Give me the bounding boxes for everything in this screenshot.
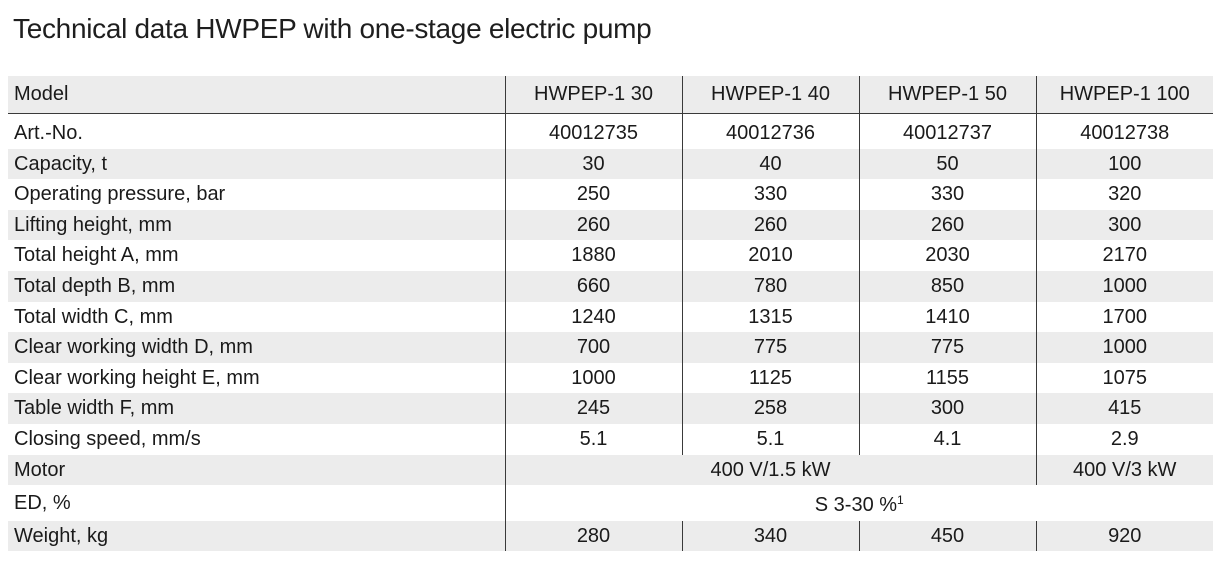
row-label: Total height A, mm: [8, 240, 506, 271]
cell-value: 700: [505, 332, 682, 363]
ed-value: S 3-30 %: [814, 494, 898, 517]
cell-value: 100: [1035, 148, 1213, 180]
header-model-label: Model: [8, 76, 505, 114]
table-row: Operating pressure, bar 250 330 330 320: [8, 179, 1213, 210]
cell-value: 920: [1035, 520, 1213, 552]
cell-value: 260: [505, 209, 682, 241]
table-row: Table width F, mm 245 258 300 415: [8, 393, 1213, 424]
cell-value: 320: [1035, 179, 1213, 210]
page-title: Technical data HWPEP with one-stage elec…: [13, 13, 652, 44]
cell-value: 2170: [1035, 240, 1213, 271]
cell-value: 300: [1035, 209, 1213, 241]
row-label: Lifting height, mm: [8, 209, 506, 241]
cell-value: 40012735: [549, 122, 638, 144]
row-label: Operating pressure, bar: [8, 179, 506, 210]
cell-value: 40012738: [1035, 113, 1213, 149]
cell-value: 5.1: [579, 427, 608, 450]
table-row: Total width C, mm 1240 1315 1410 1700: [8, 301, 1213, 333]
table-header: Model HWPEP-1 30 HWPEP-1 40 HWPEP-1 50 H…: [8, 76, 1213, 114]
cell-value: 250: [576, 183, 611, 206]
motor-value-models-1-3: 400 V/1.5 kW: [505, 454, 1036, 486]
header-model-2: HWPEP-1 40: [681, 76, 859, 114]
cell-value: 1880: [571, 244, 616, 267]
cell-value: 2.9: [1035, 423, 1213, 455]
cell-value: 775: [681, 332, 859, 363]
cell-value: 245: [505, 393, 682, 424]
table-row: Total height A, mm 1880 2010 2030 2170: [8, 240, 1213, 271]
cell-value: 1075: [1035, 362, 1213, 394]
cell-value: 850: [858, 270, 1036, 302]
ed-value-cell: S 3-30 %1: [505, 485, 1213, 521]
row-label: Table width F, mm: [8, 393, 506, 424]
table-row-motor: Motor 400 V/1.5 kW 400 V/3 kW: [8, 454, 1213, 486]
cell-value: 40: [681, 148, 859, 180]
row-label: Clear working width D, mm: [8, 332, 506, 363]
row-label: Motor: [8, 454, 506, 486]
cell-value: 40012737: [858, 113, 1036, 149]
cell-value: 330: [858, 179, 1036, 210]
cell-value: 50: [858, 148, 1036, 180]
cell-value: 260: [681, 209, 859, 241]
cell-value: 280: [505, 520, 682, 552]
table-row: Clear working width D, mm 700 775 775 1000: [8, 332, 1213, 363]
table-row: Art.-No. 40012735 40012736 40012737 40012738: [8, 113, 1213, 149]
cell-value: 1125: [681, 362, 859, 394]
cell-value: 660: [505, 270, 682, 302]
table-row: Total depth B, mm 660 780 850 1000: [8, 270, 1213, 302]
header-model-4: HWPEP-1 100: [1035, 76, 1213, 114]
cell-value: 300: [858, 393, 1036, 424]
header-row: Model HWPEP-1 30 HWPEP-1 40 HWPEP-1 50 H…: [8, 76, 1213, 114]
cell-value: 330: [681, 179, 859, 210]
cell-value: 2030: [858, 240, 1036, 271]
table-row: Lifting height, mm 260 260 260 300: [8, 209, 1213, 241]
header-model-1: HWPEP-1 30: [504, 76, 682, 114]
table-body: Art.-No. 40012735 40012736 40012737 40012738…: [8, 113, 1213, 552]
row-label: Closing speed, mm/s: [8, 423, 506, 455]
cell-value: 40012736: [681, 113, 859, 149]
header-model-3: HWPEP-1 50: [858, 76, 1036, 114]
row-label: Total width C, mm: [8, 301, 506, 333]
table-row-weight: Weight, kg 280 340 450 920: [8, 520, 1213, 552]
cell-value: 5.1: [681, 423, 859, 455]
cell-value: 1410: [858, 301, 1036, 333]
cell-value: 1240: [571, 305, 616, 328]
cell-value: 780: [681, 270, 859, 302]
cell-value: 1000: [1035, 270, 1213, 302]
row-label: Clear working height E, mm: [8, 362, 506, 394]
cell-value: 340: [681, 520, 859, 552]
row-label: Capacity, t: [8, 148, 506, 180]
table-row-ed: ED, % S 3-30 %1: [8, 485, 1213, 521]
motor-value-model-4: 400 V/3 kW: [1035, 454, 1213, 486]
cell-value: 1700: [1035, 301, 1213, 333]
cell-value: 1000: [571, 366, 616, 389]
row-label: Art.-No.: [8, 113, 506, 149]
cell-value: 775: [858, 332, 1036, 363]
cell-value: 1315: [681, 301, 859, 333]
row-label: Weight, kg: [8, 520, 506, 552]
ed-footnote-marker: 1: [897, 493, 904, 508]
cell-value: 1000: [1035, 332, 1213, 363]
cell-value: 4.1: [858, 423, 1036, 455]
cell-value: 415: [1035, 393, 1213, 424]
technical-data-table: Model HWPEP-1 30 HWPEP-1 40 HWPEP-1 50 H…: [8, 76, 1213, 552]
cell-value: 260: [858, 209, 1036, 241]
cell-value: 30: [505, 148, 682, 180]
cell-value: 258: [681, 393, 859, 424]
cell-value: 2010: [681, 240, 859, 271]
table-row: Clear working height E, mm 1000 1125 1155 10…: [8, 362, 1213, 394]
cell-value: 450: [858, 520, 1036, 552]
cell-value: 1155: [858, 362, 1036, 394]
table-row: Capacity, t 30 40 50 100: [8, 148, 1213, 180]
row-label: ED, %: [8, 485, 506, 521]
table-row: Closing speed, mm/s 5.1 5.1 4.1 2.9: [8, 423, 1213, 455]
row-label: Total depth B, mm: [8, 270, 506, 302]
